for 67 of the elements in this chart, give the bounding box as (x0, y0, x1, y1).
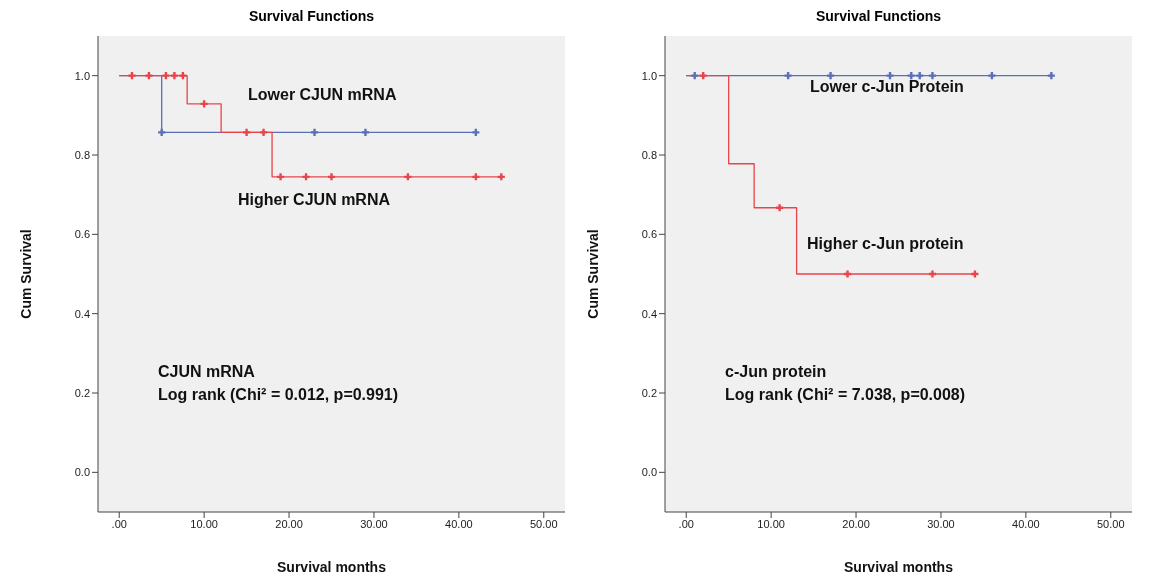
point (158, 128, 166, 136)
annotation: CJUN mRNA (158, 363, 255, 381)
x-tick-label: 10.00 (190, 517, 218, 530)
y-tick-label: 0.0 (74, 466, 90, 479)
point (179, 72, 187, 80)
x-tick-label: 40.00 (1012, 517, 1040, 530)
point (128, 72, 136, 80)
point (260, 128, 268, 136)
x-tick-label: 10.00 (757, 517, 785, 530)
point (170, 72, 178, 80)
y-tick-label: 0.2 (641, 386, 657, 399)
y-tick-label: 0.4 (641, 307, 657, 320)
point (784, 72, 792, 80)
point (699, 72, 707, 80)
point (844, 270, 852, 278)
point (916, 72, 924, 80)
y-tick-label: 0.4 (74, 307, 90, 320)
point (691, 72, 699, 80)
x-axis-title: Survival months (277, 559, 387, 575)
annotation: c-Jun protein (725, 363, 827, 381)
y-tick-label: 0.0 (641, 466, 657, 479)
y-tick-label: 0.8 (74, 148, 90, 161)
point (1047, 72, 1055, 80)
chart-title: Survival Functions (814, 8, 943, 26)
x-tick-label: 20.00 (275, 517, 303, 530)
point (310, 128, 319, 136)
y-axis-title: Cum Survival (584, 229, 601, 319)
x-tick-label: 30.00 (360, 517, 388, 530)
annotation: Higher CJUN mRNA (238, 191, 391, 209)
point (243, 128, 251, 136)
annotation: Higher c-Jun protein (807, 235, 964, 253)
y-tick-label: 1.0 (74, 69, 90, 82)
point (928, 72, 937, 80)
point (472, 128, 480, 136)
annotation: Lower c-Jun Protein (810, 78, 964, 96)
y-tick-label: 0.8 (641, 148, 657, 161)
y-tick-label: 0.6 (641, 228, 657, 241)
x-tick-label: .00 (678, 517, 694, 530)
point (988, 72, 996, 80)
point (327, 173, 336, 181)
point (361, 128, 370, 136)
point (497, 173, 505, 181)
x-axis-title: Survival months (844, 559, 954, 575)
chart-title: Survival Functions (247, 8, 376, 26)
annotation: Log rank (Chi² = 7.038, p=0.008) (725, 386, 966, 404)
point (776, 204, 784, 212)
point (277, 173, 285, 181)
y-tick-label: 0.6 (74, 228, 90, 241)
y-tick-label: 0.2 (74, 386, 90, 399)
x-tick-label: 40.00 (445, 517, 473, 530)
point (971, 270, 979, 278)
x-tick-label: 50.00 (1097, 517, 1125, 530)
point (928, 270, 937, 278)
point (886, 72, 894, 80)
point (907, 72, 915, 80)
point (302, 173, 310, 181)
point (145, 72, 153, 80)
x-tick-label: 50.00 (530, 517, 558, 530)
annotation: Log rank (Chi² = 0.012, p=0.991) (158, 386, 399, 404)
y-tick-label: 1.0 (641, 69, 657, 82)
y-axis-title: Cum Survival (17, 229, 34, 319)
x-tick-label: .00 (111, 517, 127, 530)
x-tick-label: 20.00 (842, 517, 870, 530)
point (162, 72, 170, 80)
annotation: Lower CJUN mRNA (248, 86, 397, 104)
point (827, 72, 835, 80)
x-tick-label: 30.00 (927, 517, 955, 530)
